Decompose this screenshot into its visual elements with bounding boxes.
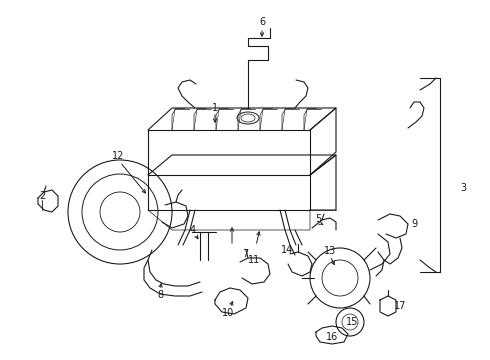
Circle shape [100, 192, 140, 232]
Text: 10: 10 [222, 308, 234, 318]
Text: 7: 7 [242, 249, 248, 259]
Text: 4: 4 [190, 225, 196, 235]
Text: 15: 15 [346, 317, 358, 327]
Text: 14: 14 [281, 245, 293, 255]
Text: 1: 1 [212, 103, 218, 113]
Circle shape [68, 160, 172, 264]
Ellipse shape [237, 112, 259, 124]
Text: 16: 16 [326, 332, 338, 342]
Text: 3: 3 [460, 183, 466, 193]
Text: 17: 17 [394, 301, 406, 311]
Text: 6: 6 [259, 17, 265, 27]
Text: 12: 12 [112, 151, 124, 161]
Circle shape [322, 260, 358, 296]
Circle shape [336, 308, 364, 336]
Circle shape [310, 248, 370, 308]
Text: 9: 9 [411, 219, 417, 229]
Text: 8: 8 [157, 290, 163, 300]
Ellipse shape [241, 114, 255, 122]
Text: 13: 13 [324, 246, 336, 256]
Circle shape [342, 314, 358, 330]
Text: 2: 2 [39, 191, 45, 201]
Circle shape [82, 174, 158, 250]
Text: 5: 5 [315, 214, 321, 224]
Text: 11: 11 [248, 255, 260, 265]
